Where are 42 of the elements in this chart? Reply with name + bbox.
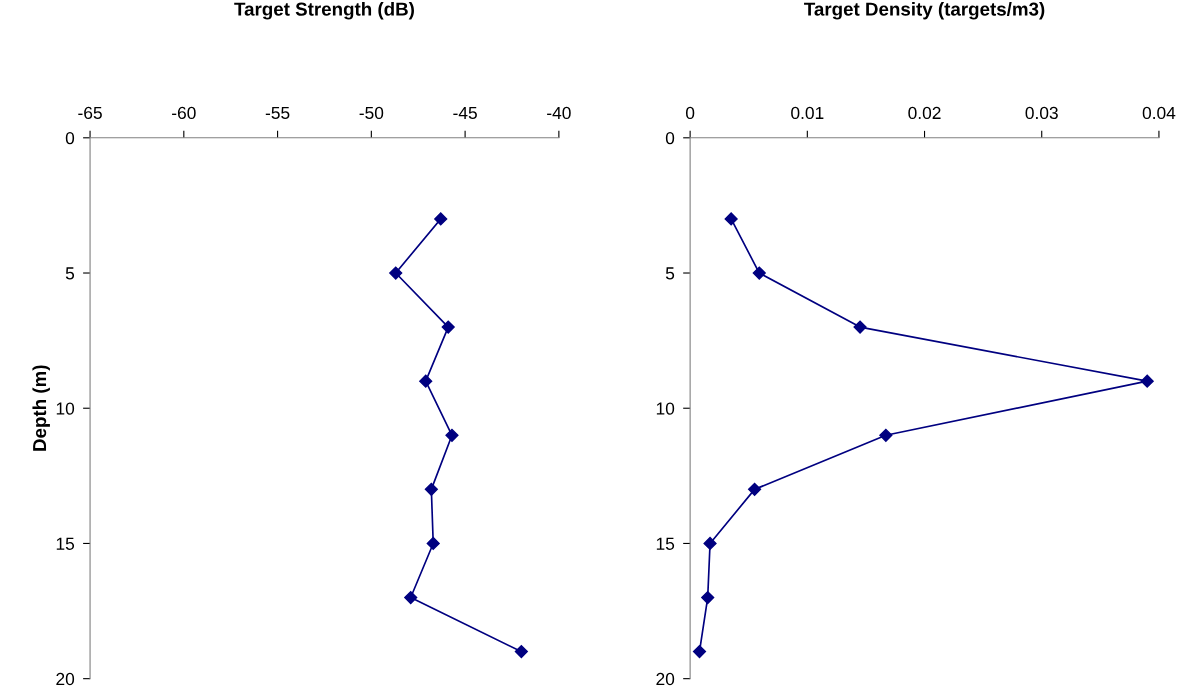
x-tick-label: 0.01: [791, 106, 824, 120]
point: [752, 266, 766, 280]
point: [514, 645, 528, 659]
point: [747, 482, 762, 496]
y-tick-label: 0: [65, 131, 75, 145]
point: [701, 590, 715, 605]
point: [692, 645, 707, 659]
point: [445, 428, 459, 442]
point: [879, 428, 893, 442]
point: [1140, 374, 1154, 388]
x-tick-label: -65: [78, 106, 102, 120]
y-tick-label: 5: [665, 267, 675, 280]
point: [441, 320, 455, 334]
point: [404, 590, 418, 605]
point: [434, 212, 448, 226]
point: [426, 536, 440, 551]
point: [424, 482, 438, 496]
x-tick-label: -40: [547, 106, 571, 120]
x-tick-label: 0.02: [908, 106, 941, 120]
y-axis-title: Depth (m): [32, 365, 50, 451]
chart-title: Target Density (targets/m3): [804, 1, 1045, 20]
point: [724, 212, 738, 226]
chart-title: Target Strength (dB): [234, 1, 414, 20]
x-tick-label: -50: [359, 106, 384, 120]
point: [419, 374, 433, 388]
y-tick-label: 15: [656, 537, 675, 550]
x-tick-label: -55: [265, 106, 290, 120]
x-tick-label: 0: [685, 106, 695, 120]
y-tick-label: 20: [56, 672, 75, 686]
y-tick-label: 10: [56, 402, 75, 415]
x-tick-label: -60: [172, 106, 196, 120]
x-tick-label: 0.03: [1025, 106, 1058, 120]
point: [389, 266, 403, 280]
x-tick-label: 0.04: [1142, 106, 1176, 120]
point: [703, 536, 717, 551]
y-tick-label: 15: [56, 537, 75, 550]
y-tick-label: 20: [656, 672, 675, 686]
y-tick-label: 10: [656, 402, 675, 415]
y-tick-label: 5: [65, 267, 75, 280]
point: [853, 320, 867, 334]
y-tick-label: 0: [665, 131, 675, 145]
x-tick-label: -45: [453, 106, 477, 120]
